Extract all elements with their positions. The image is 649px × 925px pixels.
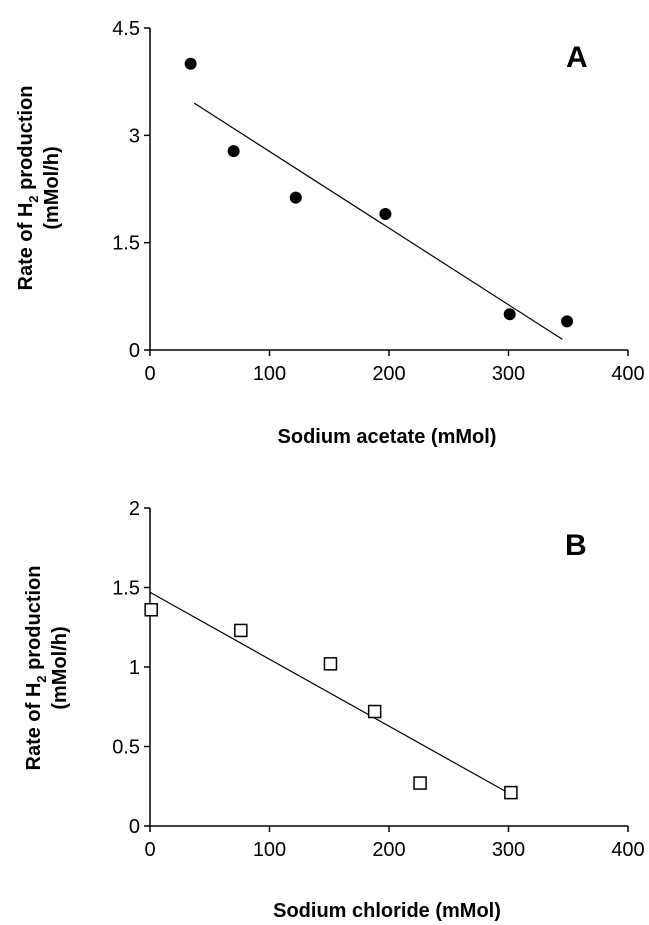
- y-tick-label: 1.5: [112, 233, 140, 255]
- points-b: [144, 603, 518, 800]
- x-tick-label: 300: [492, 363, 525, 385]
- y-axis-unit-a: (mMol/h): [41, 146, 63, 229]
- panel-label-b: B: [565, 529, 587, 562]
- y-tick-label: 2: [129, 498, 140, 520]
- x-axis-label-a: Sodium acetate (mMol): [278, 426, 497, 448]
- data-point: [289, 191, 302, 204]
- panel-label-a: A: [566, 41, 588, 74]
- data-point: [379, 208, 392, 221]
- data-point: [367, 704, 382, 719]
- x-tick-label: 200: [372, 839, 405, 861]
- data-point: [144, 603, 158, 617]
- x-tick-label: 400: [611, 363, 644, 385]
- data-point: [234, 623, 248, 638]
- y-tick-label: 1.5: [112, 578, 140, 600]
- trendline-b: [149, 591, 506, 792]
- y-tick-label: 0: [129, 816, 140, 838]
- data-point: [413, 776, 427, 790]
- y-axis-unit-b: (mMol/h): [49, 626, 71, 709]
- x-tick-label: 0: [144, 839, 155, 861]
- data-point: [227, 145, 240, 158]
- x-ticks-a: 0 100 200 300 400: [144, 350, 645, 385]
- y-tick-label: 1: [129, 657, 140, 679]
- y-ticks-b: 0 0.5 1 1.5 2: [112, 498, 150, 838]
- data-point: [503, 308, 516, 321]
- data-point: [561, 315, 574, 328]
- chart-panel-b: 0 0.5 1 1.5 2 0 100 200 300 400 B Sodium chlorid…: [23, 498, 645, 922]
- y-axis-label-a: Rate of H2 production: [15, 85, 41, 290]
- x-axis-label-b: Sodium chloride (mMol): [273, 900, 501, 922]
- data-point: [184, 57, 197, 70]
- trendline-a: [193, 102, 563, 340]
- x-tick-label: 200: [372, 363, 405, 385]
- x-tick-label: 300: [492, 839, 525, 861]
- x-tick-label: 100: [253, 839, 286, 861]
- y-axis-label-b: Rate of H2 production: [23, 565, 49, 770]
- y-ticks-a: 0 1.5 3 4.5: [112, 18, 150, 362]
- y-tick-label: 0: [129, 340, 140, 362]
- x-tick-label: 0: [144, 363, 155, 385]
- data-point: [504, 785, 518, 800]
- y-tick-label: 4.5: [112, 18, 140, 40]
- x-tick-label: 400: [611, 839, 644, 861]
- chart-panel-a: 0 1.5 3 4.5 0 100 200 300 400 A Sodium acetate …: [15, 18, 645, 448]
- y-tick-label: 0.5: [112, 737, 140, 759]
- x-ticks-b: 0 100 200 300 400: [144, 826, 645, 861]
- data-point: [323, 657, 338, 671]
- x-tick-label: 100: [253, 363, 286, 385]
- y-tick-label: 3: [129, 125, 140, 147]
- points-a: [184, 57, 574, 328]
